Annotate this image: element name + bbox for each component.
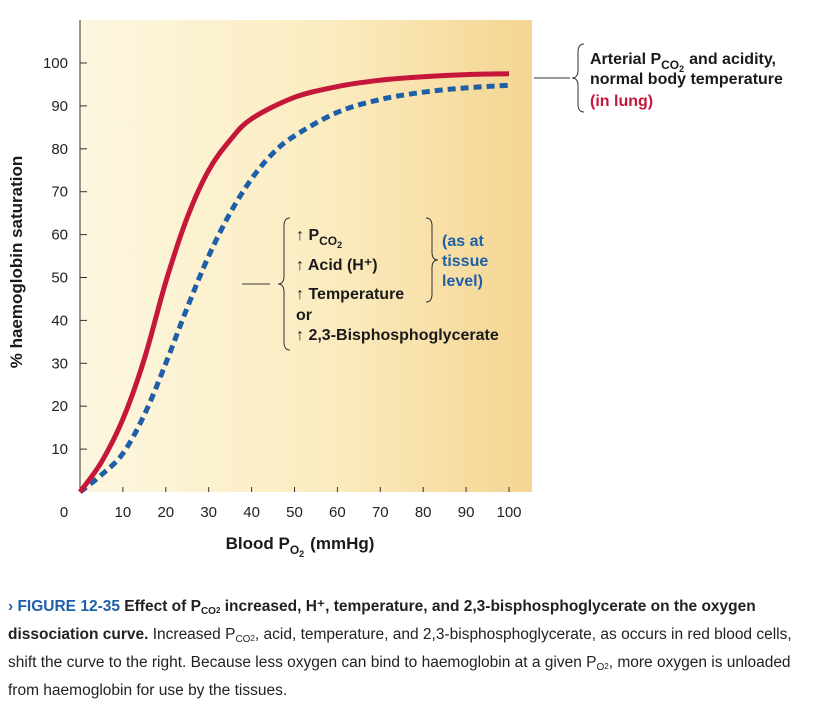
tissue-item-3: or [296,307,312,324]
figure-body: Increased PCO2, acid, temperature, and 2… [8,626,792,699]
x-tick-label-60: 60 [329,504,346,521]
x-tick-label-0: 0 [60,504,68,521]
x-tick-label-20: 20 [157,504,174,521]
y-tick-label-30: 30 [51,355,68,372]
lung-curve-line [77,71,510,494]
tissue-item-2: ↑ Temperature [296,286,404,303]
x-tick-label-90: 90 [458,504,475,521]
tissue-item-1: ↑ Acid (H⁺) [296,257,378,274]
tissue-item-0: ↑ PCO2 [296,227,342,250]
figure-caption: › FIGURE 12-35 Effect of PCO2 increased,… [8,595,808,702]
tissue-note-line1: (as at [442,233,484,250]
plot-area [80,20,532,492]
y-tick-label-20: 20 [51,398,68,415]
x-tick-label-80: 80 [415,504,432,521]
y-tick-label-60: 60 [51,227,68,244]
x-tick-label-30: 30 [200,504,217,521]
oxygen-dissociation-chart: 10 20 30 40 50 60 70 80 90 100 0 10 20 30 40 50 60 70 80 9… [7,20,783,559]
figure-title: Effect of PCO2 increased, H⁺, temperatur… [8,598,756,643]
x-tick-marks [122,487,510,492]
x-tick-labels: 0 10 20 30 40 50 60 70 80 90 100 [60,504,522,521]
lung-brace [571,43,585,113]
tissue-note-line2: tissue [442,253,488,270]
series-layer [77,71,510,494]
y-axis-title: % haemoglobin saturation [7,156,26,369]
tissue-left-brace [277,217,291,351]
x-tick-label-50: 50 [286,504,303,521]
tissue-note-line3: level) [442,273,483,290]
x-tick-label-70: 70 [372,504,389,521]
y-tick-label-40: 40 [51,312,68,329]
x-tick-label-100: 100 [496,504,521,521]
y-tick-label-90: 90 [51,98,68,115]
y-tick-label-70: 70 [51,184,68,201]
y-tick-label-100: 100 [43,55,68,72]
tissue-annotation: ↑ PCO2 ↑ Acid (H⁺) ↑ Temperature or ↑ 2,3-Bi… [242,217,499,351]
y-tick-labels: 10 20 30 40 50 60 70 80 90 100 [43,55,68,458]
lung-annotation-line1: Arterial PCO2and acidity, [590,51,776,74]
y-tick-marks [80,62,87,450]
tissue-item-4: ↑ 2,3-Bisphosphoglycerate [296,327,499,344]
tissue-curve-line [78,82,510,494]
lung-annotation: Arterial PCO2and acidity, normal body te… [534,43,783,113]
figure-number: › FIGURE 12-35 [8,598,120,615]
x-axis-title: Blood PO2(mmHg) [226,534,375,559]
y-tick-label-80: 80 [51,141,68,158]
lung-annotation-line3: (in lung) [590,93,653,110]
tissue-right-brace [425,217,439,303]
lung-annotation-line2: normal body temperature [590,71,783,88]
x-tick-label-10: 10 [115,504,132,521]
y-tick-label-50: 50 [51,270,68,287]
x-tick-label-40: 40 [243,504,260,521]
y-tick-label-10: 10 [51,441,68,458]
